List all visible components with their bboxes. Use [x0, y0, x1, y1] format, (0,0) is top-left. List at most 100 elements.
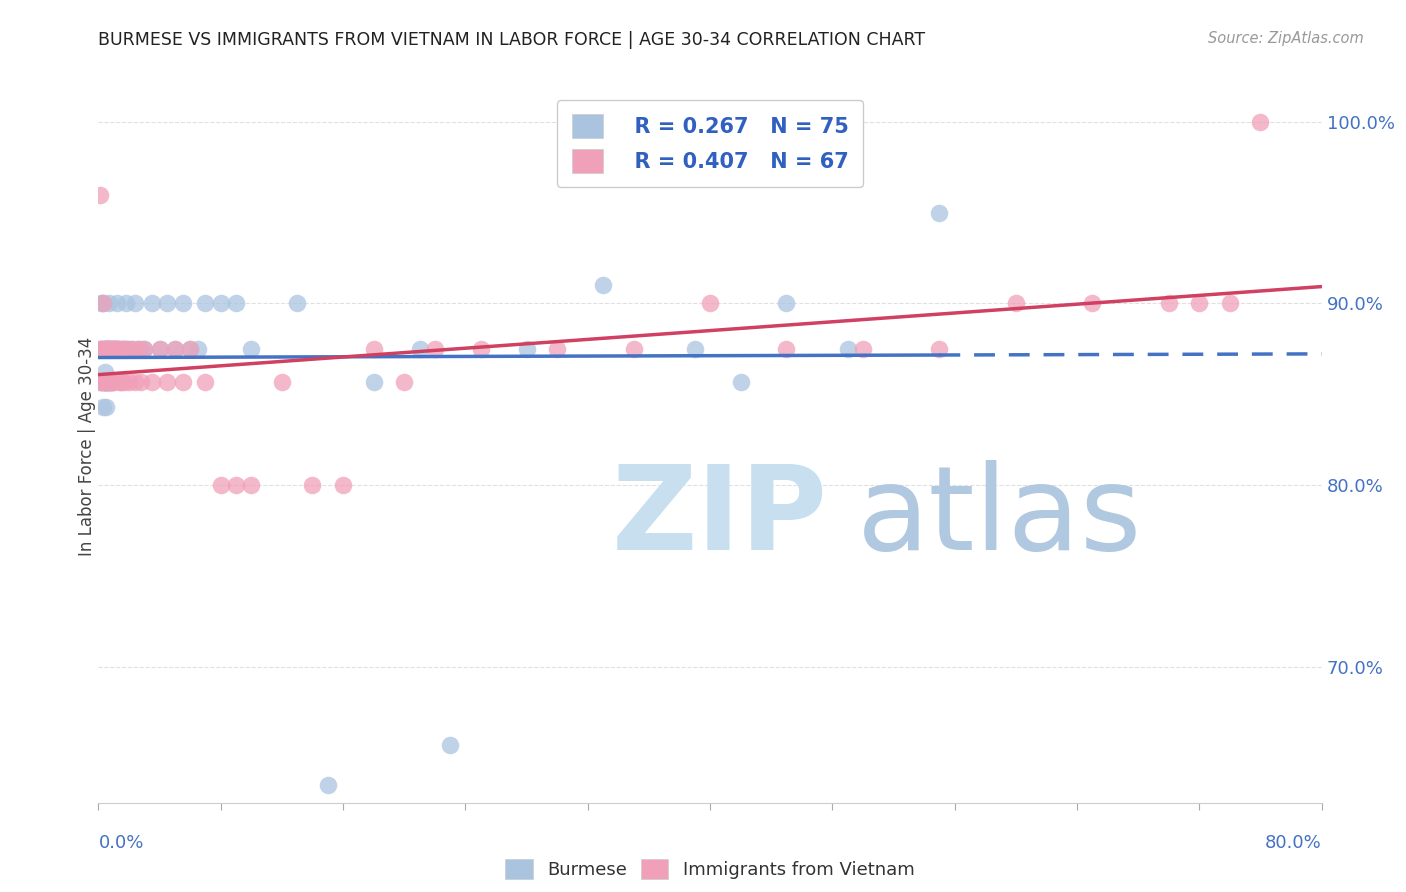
Point	[93, 342, 115, 356]
Point	[112, 375, 135, 389]
Point	[852, 342, 875, 356]
Point	[179, 342, 201, 356]
Point	[301, 478, 323, 492]
Point	[363, 375, 385, 389]
Point	[91, 375, 114, 389]
Point	[91, 296, 114, 310]
Point	[93, 342, 115, 356]
Point	[316, 778, 339, 792]
Text: 80.0%: 80.0%	[1265, 834, 1322, 852]
Point	[134, 342, 156, 356]
Point	[928, 342, 950, 356]
Point	[103, 342, 125, 356]
Point	[110, 342, 132, 356]
Point	[98, 296, 121, 310]
Point	[187, 342, 209, 356]
Point	[100, 375, 122, 389]
Point	[156, 375, 179, 389]
Text: BURMESE VS IMMIGRANTS FROM VIETNAM IN LABOR FORCE | AGE 30-34 CORRELATION CHART: BURMESE VS IMMIGRANTS FROM VIETNAM IN LA…	[98, 31, 925, 49]
Point	[98, 342, 121, 356]
Point	[1249, 115, 1271, 129]
Point	[89, 342, 111, 356]
Point	[97, 375, 120, 389]
Point	[172, 375, 194, 389]
Point	[115, 342, 138, 356]
Point	[98, 342, 121, 356]
Text: ZIP: ZIP	[612, 460, 828, 574]
Point	[90, 296, 112, 310]
Point	[94, 342, 117, 356]
Point	[91, 342, 114, 356]
Point	[89, 375, 111, 389]
Point	[118, 342, 141, 356]
Point	[103, 342, 125, 356]
Point	[124, 375, 146, 389]
Point	[1004, 296, 1026, 310]
Point	[111, 342, 134, 356]
Point	[108, 342, 131, 356]
Point	[97, 375, 120, 389]
Point	[121, 342, 143, 356]
Point	[156, 296, 179, 310]
Point	[775, 342, 797, 356]
Point	[93, 342, 115, 356]
Point	[546, 342, 568, 356]
Point	[107, 342, 129, 356]
Point	[93, 375, 115, 389]
Point	[1219, 296, 1241, 310]
Text: Source: ZipAtlas.com: Source: ZipAtlas.com	[1208, 31, 1364, 46]
Y-axis label: In Labor Force | Age 30-34: In Labor Force | Age 30-34	[79, 336, 96, 556]
Point	[127, 342, 149, 356]
Point	[928, 205, 950, 219]
Point	[111, 342, 134, 356]
Point	[163, 342, 186, 356]
Point	[105, 342, 128, 356]
Text: atlas: atlas	[856, 460, 1142, 574]
Point	[270, 375, 292, 389]
Point	[91, 400, 114, 414]
Point	[141, 296, 163, 310]
Point	[108, 375, 131, 389]
Point	[94, 375, 117, 389]
Point	[194, 296, 217, 310]
Point	[94, 342, 117, 356]
Point	[240, 342, 263, 356]
Point	[105, 296, 128, 310]
Point	[97, 342, 120, 356]
Point	[93, 375, 115, 389]
Point	[141, 375, 163, 389]
Point	[124, 296, 146, 310]
Point	[112, 342, 135, 356]
Point	[118, 375, 141, 389]
Point	[97, 342, 120, 356]
Point	[94, 342, 117, 356]
Point	[163, 342, 186, 356]
Point	[97, 342, 120, 356]
Point	[623, 342, 645, 356]
Point	[93, 375, 115, 389]
Point	[285, 296, 308, 310]
Point	[837, 342, 859, 356]
Point	[683, 342, 706, 356]
Point	[94, 375, 117, 389]
Point	[97, 342, 120, 356]
Point	[121, 342, 143, 356]
Point	[107, 342, 129, 356]
Point	[93, 366, 115, 380]
Point	[1157, 296, 1180, 310]
Point	[94, 400, 117, 414]
Point	[117, 342, 139, 356]
Point	[516, 342, 538, 356]
Point	[94, 342, 117, 356]
Point	[100, 375, 122, 389]
Point	[439, 738, 461, 752]
Point	[98, 375, 121, 389]
Point	[209, 296, 232, 310]
Point	[91, 375, 114, 389]
Point	[91, 375, 114, 389]
Point	[730, 375, 752, 389]
Point	[408, 342, 430, 356]
Point	[149, 342, 172, 356]
Point	[100, 342, 122, 356]
Point	[98, 375, 121, 389]
